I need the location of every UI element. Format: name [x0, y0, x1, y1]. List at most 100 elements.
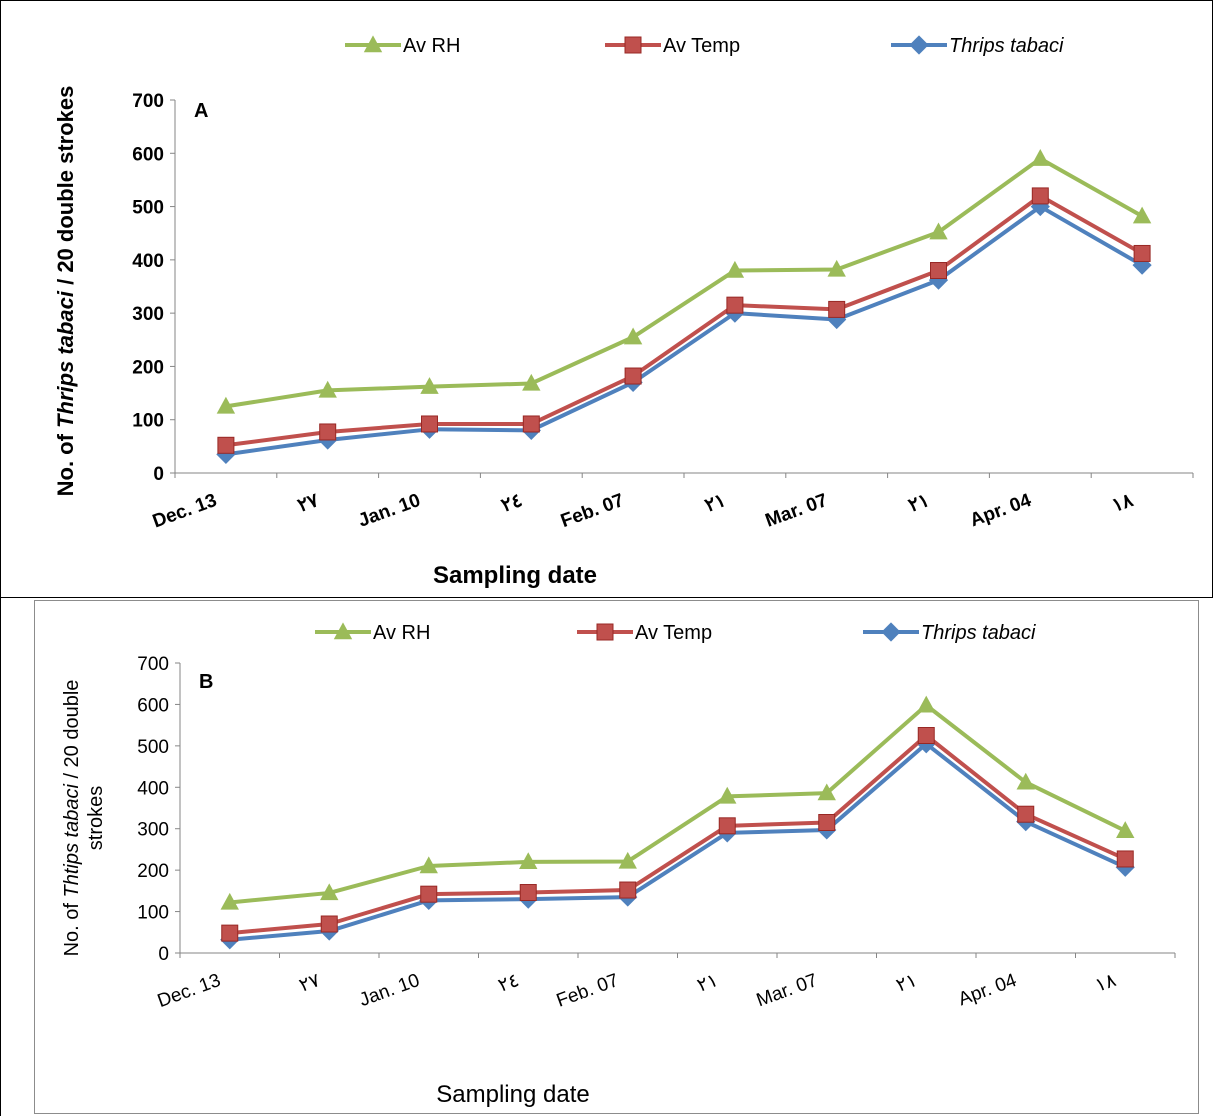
b-y-tick-label: 0 — [158, 944, 169, 965]
b-point-square — [619, 881, 637, 899]
a-legend-label: Thrips tabaci — [949, 35, 1064, 57]
b-legend-label: Av Temp — [635, 622, 712, 644]
b-point-square — [818, 814, 836, 831]
a-point-triangle — [623, 327, 643, 345]
a-y-axis-label-part: / 20 double strokes — [53, 86, 78, 291]
b-legend-marker — [333, 622, 353, 640]
a-point-triangle — [1132, 206, 1152, 224]
a-series-line-diamond — [225, 204, 1144, 457]
b-y-tick-label: 200 — [137, 861, 169, 882]
a-point-square — [726, 296, 744, 314]
b-y-axis-label-part: Thtips tabaci — [61, 784, 83, 898]
a-y-axis-label-part: No. of — [53, 428, 78, 496]
chart-b-svg: 0 100 200 300 400 500 600 700 Dec. 13 ٢٧ Jan. 10 ٢٤… — [61, 622, 1176, 1108]
a-y-axis-label: No. of Thrips tabaci / 20 double strokes — [53, 86, 78, 497]
a-series-line-square — [225, 193, 1144, 448]
a-y-tick-label: 300 — [132, 304, 164, 325]
a-x-tick-label: Jan. 10 — [355, 490, 423, 532]
b-point-square — [519, 884, 537, 902]
b-point-triangle — [817, 783, 836, 801]
b-point-triangle — [718, 786, 737, 804]
a-x-tick-label: ٢١ — [906, 490, 932, 517]
b-point-square — [1017, 805, 1035, 823]
a-x-tick-label: Mar. 07 — [763, 490, 831, 532]
a-x-axis-label: Sampling date — [433, 562, 597, 589]
b-legend-marker — [881, 622, 901, 642]
b-legend-label: Thrips tabaci — [921, 622, 1036, 644]
b-series-line-triangle — [229, 703, 1127, 905]
a-point-square — [421, 415, 438, 433]
b-panel-label: B — [199, 671, 213, 693]
b-x-tick-label: ٢٤ — [496, 970, 522, 997]
b-series-line-diamond — [229, 741, 1127, 942]
b-series-line-square — [229, 733, 1127, 936]
b-point-triangle — [419, 856, 438, 874]
a-point-square — [217, 436, 235, 454]
a-point-triangle — [929, 222, 948, 240]
b-x-tick-label: ٢٧ — [297, 970, 323, 997]
b-y-axis-label-part: No. of — [61, 898, 83, 957]
b-x-tick-label: Dec. 13 — [155, 970, 224, 1012]
b-point-triangle — [320, 883, 339, 901]
b-point-triangle — [618, 851, 637, 869]
a-point-square — [624, 367, 642, 385]
b-x-tick-label: ٢١ — [695, 970, 721, 997]
a-x-tick-label: Dec. 13 — [150, 490, 220, 532]
a-point-triangle — [522, 373, 541, 391]
a-y-tick-label: 700 — [132, 91, 164, 112]
a-y-tick-label: 400 — [132, 251, 164, 272]
chart-panel-a: 0 100 200 300 400 500 600 700 Dec. 13 ٢٧ Jan. 10 ٢٤… — [0, 0, 1213, 598]
a-point-diamond — [827, 309, 847, 330]
a-legend-label: Av Temp — [663, 35, 740, 57]
a-y-tick-label: 500 — [132, 198, 164, 219]
chart-a-svg: 0 100 200 300 400 500 600 700 Dec. 13 ٢٧ Jan. 10 ٢٤… — [53, 35, 1194, 589]
a-point-triangle — [216, 396, 236, 414]
a-x-tick-label: ٢٧ — [295, 490, 322, 517]
a-panel-label: A — [194, 100, 208, 122]
b-point-square — [1116, 850, 1134, 868]
b-legend-label: Av RH — [373, 622, 430, 644]
a-legend-marker — [624, 36, 642, 54]
a-point-square — [930, 262, 947, 280]
b-y-axis-label: No. of Thtips tabaci / 20 double — [61, 680, 83, 957]
b-y-tick-label: 400 — [137, 778, 169, 799]
a-series-line-triangle — [225, 156, 1144, 409]
a-point-triangle — [420, 377, 439, 394]
b-x-tick-label: Apr. 04 — [956, 970, 1020, 1010]
b-y-tick-label: 500 — [137, 737, 169, 758]
a-legend-marker — [363, 35, 383, 53]
a-point-triangle — [318, 380, 337, 398]
b-point-triangle — [1016, 772, 1035, 790]
b-x-tick-label: ١٨ — [1093, 970, 1119, 997]
a-y-axis-label-group: No. of Thrips tabaci / 20 double strokes — [53, 86, 78, 497]
a-legend-marker — [909, 35, 929, 55]
b-point-triangle — [519, 852, 538, 870]
a-point-triangle — [1031, 149, 1050, 166]
a-point-square — [1031, 187, 1049, 205]
a-point-square — [828, 300, 846, 318]
chart-panel-b: 0 100 200 300 400 500 600 700 Dec. 13 ٢٧ Jan. 10 ٢٤… — [0, 598, 1213, 1116]
b-point-square — [420, 885, 438, 903]
b-x-tick-label: Mar. 07 — [754, 970, 821, 1011]
a-x-tick-label: ١٨ — [1109, 490, 1136, 517]
a-point-triangle — [725, 260, 745, 278]
chart-b-frame — [34, 600, 1199, 1114]
a-x-tick-label: Apr. 04 — [967, 490, 1034, 532]
a-y-tick-label: 600 — [132, 144, 164, 165]
b-y-tick-label: 100 — [137, 903, 169, 924]
a-y-tick-label: 100 — [132, 411, 164, 432]
a-point-square — [1133, 244, 1151, 262]
b-point-triangle — [917, 695, 936, 713]
a-y-axis-label-part: Thrips tabaci — [53, 290, 78, 428]
b-point-triangle — [1116, 821, 1135, 838]
a-point-square — [522, 415, 540, 433]
b-x-axis-label: Sampling date — [436, 1081, 589, 1108]
b-x-tick-label: Feb. 07 — [554, 970, 622, 1012]
b-x-tick-label: ٢١ — [894, 970, 920, 997]
a-x-tick-label: Feb. 07 — [558, 490, 627, 532]
a-x-tick-label: ٢١ — [702, 490, 728, 517]
a-y-tick-label: 0 — [153, 464, 164, 485]
a-point-diamond — [216, 444, 236, 464]
b-point-square — [221, 924, 239, 942]
